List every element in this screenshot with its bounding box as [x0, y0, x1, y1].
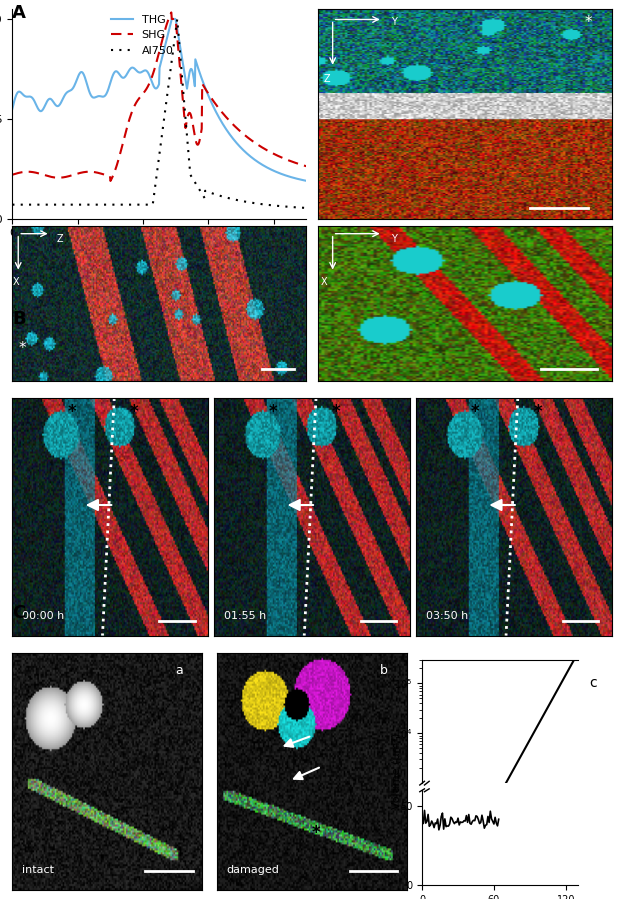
- Text: Volume (μm³): Volume (μm³): [392, 733, 402, 809]
- Text: a: a: [176, 664, 183, 678]
- Text: Y: Y: [391, 17, 397, 27]
- Text: c: c: [589, 676, 597, 690]
- Text: C: C: [12, 604, 25, 622]
- Text: X: X: [321, 277, 328, 287]
- Text: 01:55 h: 01:55 h: [224, 611, 266, 621]
- Text: B: B: [12, 310, 26, 328]
- Text: *: *: [312, 823, 321, 841]
- Legend: THG, SHG, Al750: THG, SHG, Al750: [106, 11, 178, 60]
- Text: A: A: [12, 4, 26, 22]
- Text: 00:00 h: 00:00 h: [22, 611, 64, 621]
- Text: *: *: [533, 403, 542, 421]
- Text: damaged: damaged: [227, 866, 279, 876]
- Text: *: *: [471, 403, 480, 421]
- Text: *: *: [269, 403, 277, 421]
- Text: *: *: [67, 403, 76, 421]
- Text: *: *: [332, 403, 341, 421]
- Text: intact: intact: [22, 866, 54, 876]
- Text: *: *: [130, 403, 138, 421]
- X-axis label: Depth (μm): Depth (μm): [124, 244, 195, 257]
- Text: b: b: [380, 664, 388, 678]
- Text: 03:50 h: 03:50 h: [426, 611, 468, 621]
- Text: Z: Z: [324, 74, 331, 84]
- Text: Y: Y: [391, 234, 397, 244]
- Text: X: X: [12, 277, 19, 287]
- Text: *: *: [19, 342, 26, 356]
- Text: *: *: [585, 15, 592, 31]
- Text: Z: Z: [56, 234, 63, 244]
